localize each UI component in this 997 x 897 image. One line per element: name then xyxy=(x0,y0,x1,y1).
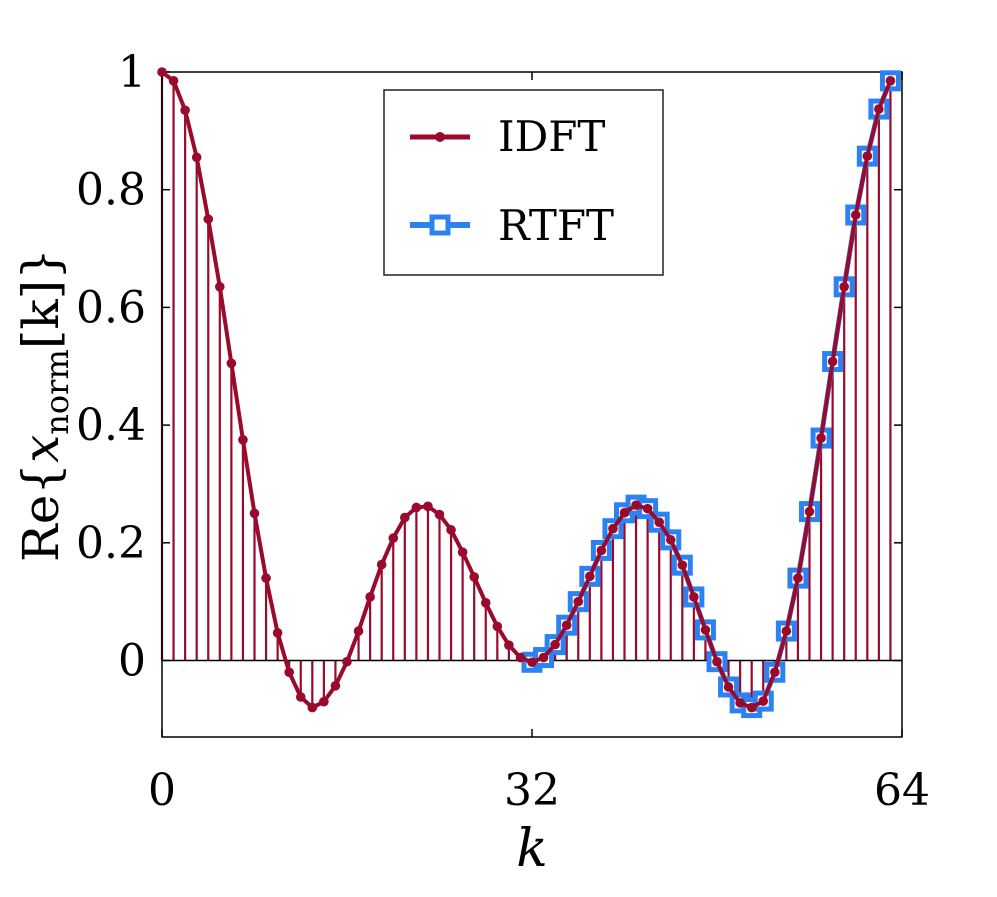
x-tick-label: 32 xyxy=(504,765,560,816)
y-tick-label: 0.4 xyxy=(76,400,146,451)
idft-point xyxy=(226,358,237,369)
idft-point xyxy=(492,621,503,632)
idft-point xyxy=(631,500,641,510)
idft-point xyxy=(504,640,514,650)
idft-point xyxy=(353,626,364,636)
x-tick-label: 64 xyxy=(874,765,930,816)
idft-point xyxy=(804,506,815,517)
idft-line xyxy=(160,70,893,710)
idft-point xyxy=(319,696,329,707)
idft-point xyxy=(642,503,653,514)
y-tick-label: 0 xyxy=(118,635,146,686)
y-axis-label-prefix: Re{ xyxy=(12,463,70,562)
idft-point xyxy=(330,681,341,691)
idft-point xyxy=(342,656,352,667)
tick-labels: 0 0.2 0.4 0.6 0.8 1 0 32 64 xyxy=(76,47,930,816)
idft-point xyxy=(781,626,792,636)
y-tick-label: 0.2 xyxy=(76,518,146,569)
idft-point xyxy=(885,76,896,86)
legend-rtft-marker xyxy=(429,214,451,236)
y-axis-label-suffix: [k]} xyxy=(12,248,70,349)
idft-point xyxy=(793,573,803,583)
idft-point xyxy=(689,592,699,602)
idft-point xyxy=(457,547,468,558)
legend-rtft-label: RTFT xyxy=(498,201,614,250)
idft-point xyxy=(365,592,375,602)
idft-point xyxy=(735,698,745,708)
idft-point xyxy=(411,502,422,513)
idft-point xyxy=(203,214,214,224)
idft-point xyxy=(839,282,849,292)
idft-point xyxy=(723,682,734,692)
idft-point xyxy=(538,652,549,663)
idft-point xyxy=(446,525,456,535)
idft-point xyxy=(665,535,676,545)
legend-box xyxy=(383,89,664,276)
idft-point xyxy=(191,152,202,163)
idft-point xyxy=(388,533,399,543)
y-tick-label: 1 xyxy=(118,47,146,98)
idft-point xyxy=(261,573,271,583)
idft-point xyxy=(850,210,861,220)
idft-point xyxy=(746,702,757,713)
idft-point xyxy=(874,104,884,114)
idft-point xyxy=(215,282,225,292)
idft-stems xyxy=(160,72,892,708)
idft-point xyxy=(677,560,688,570)
idft-point xyxy=(827,356,838,367)
idft-point xyxy=(862,151,873,161)
idft-point xyxy=(295,692,306,702)
idft-point xyxy=(550,639,560,650)
y-tick-label: 0.6 xyxy=(76,282,146,333)
idft-point xyxy=(770,667,780,678)
idft-point xyxy=(272,628,283,638)
legend: IDFT RTFT xyxy=(383,89,664,276)
idft-series xyxy=(157,67,896,713)
idft-point xyxy=(238,435,248,445)
idft-point xyxy=(157,67,167,77)
idft-point xyxy=(561,620,572,630)
y-axis-label: Re{xnorm[k]} xyxy=(12,248,76,562)
idft-point xyxy=(527,657,537,668)
idft-point xyxy=(515,652,526,663)
idft-point xyxy=(249,508,260,519)
idft-point xyxy=(180,105,190,116)
idft-point xyxy=(585,571,595,582)
idft-point xyxy=(700,625,711,635)
idft-point xyxy=(758,696,769,706)
x-axis-label: k xyxy=(516,819,548,879)
idft-point xyxy=(469,572,479,582)
idft-point xyxy=(480,598,491,608)
y-axis-label-subscript: norm xyxy=(38,349,76,435)
y-axis-label-var: x xyxy=(12,435,70,463)
y-tick-label: 0.8 xyxy=(76,165,146,216)
idft-point xyxy=(423,501,433,512)
idft-point xyxy=(307,702,318,713)
idft-point xyxy=(376,559,387,570)
idft-point xyxy=(654,517,664,527)
idft-point xyxy=(608,523,618,534)
idft-point xyxy=(596,545,607,556)
idft-point xyxy=(400,512,410,523)
x-tick-label: 0 xyxy=(148,765,176,816)
idft-point xyxy=(168,76,179,86)
idft-point xyxy=(434,509,445,520)
idft-point xyxy=(712,656,722,667)
idft-point xyxy=(573,596,584,607)
legend-idft-marker xyxy=(435,132,445,142)
idft-point xyxy=(619,507,630,518)
legend-idft-label: IDFT xyxy=(498,112,605,161)
idft-point xyxy=(284,667,294,678)
idft-point xyxy=(816,433,826,443)
